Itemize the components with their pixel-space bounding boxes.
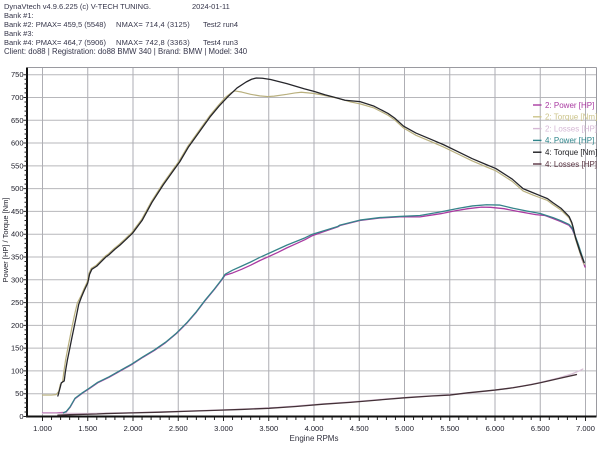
svg-text:2: Power [HP]: 2: Power [HP] xyxy=(545,101,594,110)
svg-text:100: 100 xyxy=(11,366,24,375)
svg-text:NMAX= 742,8 (3363): NMAX= 742,8 (3363) xyxy=(116,38,190,47)
svg-text:600: 600 xyxy=(11,139,24,148)
svg-text:400: 400 xyxy=(11,230,24,239)
svg-text:0: 0 xyxy=(19,412,23,421)
svg-text:Bank #3:: Bank #3: xyxy=(4,29,34,38)
svg-text:Client: do88 | Registration: d: Client: do88 | Registration: do88 BMW 34… xyxy=(4,47,248,56)
svg-text:500: 500 xyxy=(11,184,24,193)
svg-text:Engine RPMs: Engine RPMs xyxy=(290,434,339,443)
svg-text:1.500: 1.500 xyxy=(78,424,97,433)
svg-text:4.000: 4.000 xyxy=(305,424,324,433)
svg-text:4: Torque [Nm]: 4: Torque [Nm] xyxy=(545,148,597,157)
svg-text:450: 450 xyxy=(11,207,24,216)
svg-text:150: 150 xyxy=(11,344,24,353)
svg-text:Test4 run3: Test4 run3 xyxy=(203,38,238,47)
svg-text:4: Power [HP]: 4: Power [HP] xyxy=(545,136,594,145)
svg-text:6.500: 6.500 xyxy=(531,424,550,433)
svg-text:2.500: 2.500 xyxy=(169,424,188,433)
svg-text:5.000: 5.000 xyxy=(395,424,414,433)
svg-text:DynaVtech v4.9.6.225 (c) V-TEC: DynaVtech v4.9.6.225 (c) V-TECH TUNING. xyxy=(4,2,151,11)
svg-text:Bank #1:: Bank #1: xyxy=(4,11,34,20)
svg-text:2.000: 2.000 xyxy=(124,424,143,433)
svg-text:3.500: 3.500 xyxy=(259,424,278,433)
svg-text:350: 350 xyxy=(11,252,24,261)
svg-text:4: Losses [HP]: 4: Losses [HP] xyxy=(545,160,597,169)
svg-text:650: 650 xyxy=(11,116,24,125)
svg-text:3.000: 3.000 xyxy=(214,424,233,433)
svg-text:7.000: 7.000 xyxy=(576,424,595,433)
svg-text:750: 750 xyxy=(11,70,24,79)
svg-text:NMAX= 714,4 (3125): NMAX= 714,4 (3125) xyxy=(116,20,190,29)
svg-text:2024-01-11: 2024-01-11 xyxy=(192,2,230,11)
svg-text:5.500: 5.500 xyxy=(440,424,459,433)
svg-text:250: 250 xyxy=(11,298,24,307)
svg-text:2: Torque [Nm]: 2: Torque [Nm] xyxy=(545,113,597,122)
svg-text:Test2 run4: Test2 run4 xyxy=(203,20,238,29)
svg-text:550: 550 xyxy=(11,161,24,170)
svg-text:700: 700 xyxy=(11,93,24,102)
svg-text:2: Losses [HP]: 2: Losses [HP] xyxy=(545,124,597,133)
svg-text:1.000: 1.000 xyxy=(33,424,52,433)
svg-text:6.000: 6.000 xyxy=(486,424,505,433)
svg-text:4.500: 4.500 xyxy=(350,424,369,433)
svg-text:Power [HP] / Torque [Nm]: Power [HP] / Torque [Nm] xyxy=(1,198,10,283)
svg-text:200: 200 xyxy=(11,321,24,330)
svg-text:300: 300 xyxy=(11,275,24,284)
svg-text:Bank #2: PMAX= 459,5 (5548): Bank #2: PMAX= 459,5 (5548) xyxy=(4,20,106,29)
svg-text:Bank #4: PMAX= 464,7 (5906): Bank #4: PMAX= 464,7 (5906) xyxy=(4,38,106,47)
svg-text:50: 50 xyxy=(15,389,23,398)
